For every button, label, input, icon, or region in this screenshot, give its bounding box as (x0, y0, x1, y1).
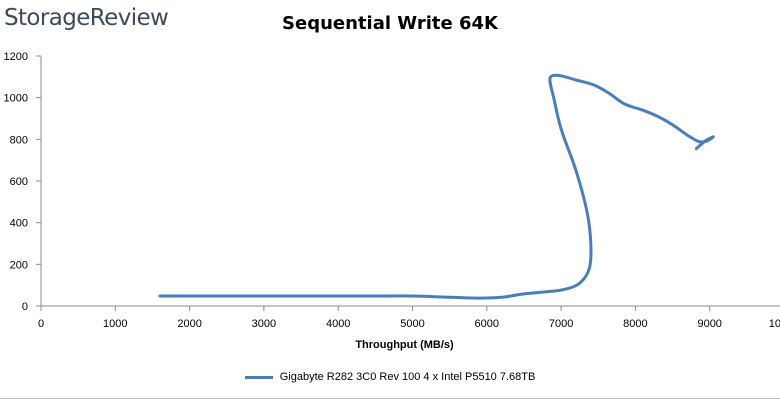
x-axis-label: Throughput (MB/s) (355, 339, 454, 351)
x-tick-label: 4000 (326, 318, 350, 330)
y-tick-label: 400 (10, 218, 28, 230)
series-line (158, 73, 715, 300)
x-tick-label: 1000 (103, 318, 127, 330)
legend: Gigabyte R282 3C0 Rev 100 4 x Intel P551… (0, 371, 780, 383)
y-tick-label: 1000 (4, 93, 28, 105)
y-tick-label: 0 (22, 301, 28, 313)
y-tick-label: 600 (10, 176, 28, 188)
x-tick-label: 10000 (769, 318, 780, 330)
y-axis: 0 200 400 600 800 1000 1200 (4, 51, 42, 313)
storagereview-logo: StorageReview (4, 5, 169, 31)
chart-title: Sequential Write 64K (282, 13, 498, 34)
legend-label: Gigabyte R282 3C0 Rev 100 4 x Intel P551… (279, 371, 536, 383)
x-axis: 0 1000 2000 3000 4000 5000 6000 7000 8000 9000 100… (38, 305, 780, 330)
series-layer (158, 73, 715, 300)
x-tick-label: 6000 (475, 318, 499, 330)
y-tick-label: 1200 (4, 51, 28, 63)
x-tick-label: 9000 (697, 318, 721, 330)
x-tick-label: 0 (38, 318, 44, 330)
x-tick-label: 3000 (252, 318, 276, 330)
y-tick-label: 800 (10, 134, 28, 146)
x-tick-label: 7000 (549, 318, 573, 330)
x-tick-label: 8000 (623, 318, 647, 330)
legend-swatch (244, 375, 273, 379)
y-tick-label: 200 (10, 259, 28, 271)
bottom-divider (0, 398, 780, 399)
x-tick-label: 5000 (400, 318, 424, 330)
x-tick-label: 2000 (177, 318, 201, 330)
